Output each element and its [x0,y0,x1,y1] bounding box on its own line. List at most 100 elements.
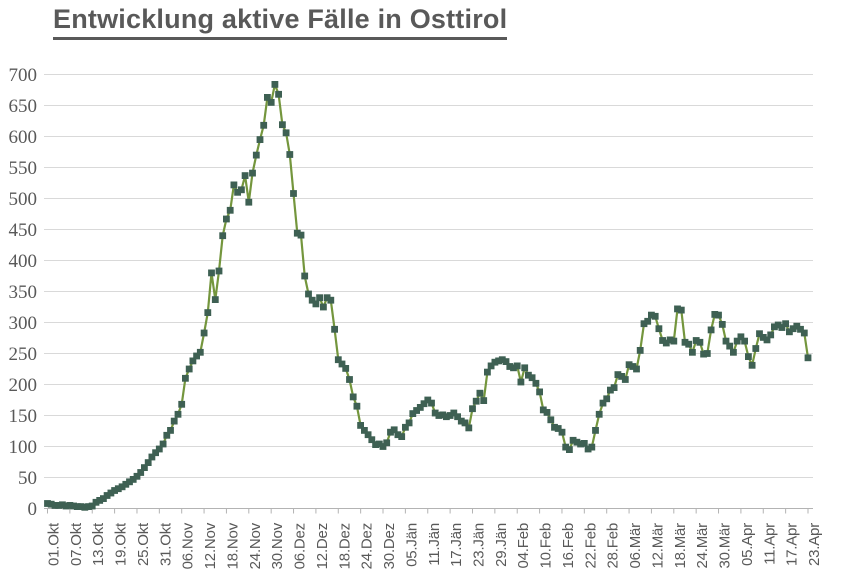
data-point-marker [562,443,570,451]
data-point-marker [267,99,275,106]
data-point-marker [241,172,249,179]
x-tick-label: 12.Nov [202,522,219,569]
data-point-marker [640,320,648,328]
x-tick-label: 06.Dez [292,523,309,569]
data-point-marker [390,426,398,434]
data-point-marker [614,371,622,378]
x-tick-label: 17.Apr [784,523,801,566]
data-point-marker [469,405,476,413]
y-axis-tick-labels: 0 50 100 150 200 250 300 350 400 450 500 550 600 650 7… [9,65,38,520]
data-point-marker [159,440,167,448]
data-point-marker [357,422,364,429]
data-point-marker [592,427,599,434]
data-point-marker [383,439,391,447]
data-point-marker [141,464,148,471]
data-point-marker [536,388,543,396]
data-point-marker [163,431,171,439]
data-point-marker [707,326,715,334]
x-tick-label: 23.Jän [470,523,487,567]
data-point-marker [745,353,752,360]
data-point-marker [234,188,241,196]
data-point-marker [722,337,730,345]
data-point-marker [521,364,529,372]
data-point-marker [577,440,584,448]
data-point-marker [174,410,182,418]
x-tick-label: 10.Feb [538,523,555,569]
data-point-marker [644,317,652,325]
data-point-marker [100,495,107,502]
y-tick-label: 300 [9,313,38,334]
data-point-marker [256,136,264,143]
data-point-marker [73,503,81,510]
data-point-marker [782,320,789,328]
data-point-marker [633,365,640,373]
data-point-marker [480,397,488,404]
data-point-marker [428,399,435,407]
data-point-marker [252,151,260,159]
data-point-marker [569,436,577,444]
x-tick-label: 13.Okt [90,522,107,566]
x-tick-label: 12.Mär [649,523,666,569]
x-tick-label: 28.Feb [605,523,622,569]
data-point-marker [204,309,212,316]
data-point-marker [342,365,350,372]
data-point-marker [547,416,555,424]
data-point-marker [711,311,719,318]
y-tick-label: 200 [9,375,38,396]
x-tick-label: 06.Mär [627,523,644,569]
data-point-marker [129,476,137,483]
data-point-marker [498,356,506,364]
data-point-marker [305,290,312,298]
data-point-marker [554,425,562,432]
data-point-marker [375,440,383,448]
data-point-marker [763,336,771,344]
data-point-marker [551,423,558,431]
data-point-marker [338,360,346,368]
data-point-marker [450,409,458,417]
x-tick-label: 11.Jän [426,523,443,566]
x-tick-label: 18.Mär [672,523,689,569]
data-point-marker [226,206,234,214]
data-point-marker [62,502,70,510]
data-point-marker [59,501,66,509]
x-tick-label: 05.Jän [403,523,420,567]
x-tick-label: 30.Mär [717,523,734,569]
data-point-marker [264,94,271,101]
x-tick-label: 12.Dez [314,523,331,569]
data-point-marker [346,376,353,383]
data-point-marker [409,410,417,417]
data-point-marker [200,329,208,337]
data-point-marker [435,412,443,419]
x-tick-label: 19.Okt [113,522,130,566]
data-point-marker [133,472,141,480]
data-point-marker [771,323,778,331]
data-point-marker [443,413,450,421]
data-point-marker [286,151,294,158]
data-point-marker [260,121,268,129]
data-point-marker [737,333,745,341]
data-point-marker [334,356,342,364]
x-tick-label: 04.Feb [515,523,532,569]
data-point-marker [107,489,115,497]
data-point-marker [394,431,402,439]
data-point-marker [558,428,566,436]
data-point-marker [510,364,517,372]
y-tick-label: 100 [9,437,38,458]
data-point-marker [513,362,521,370]
data-point-marker [741,337,748,345]
data-point-marker [495,357,502,365]
data-point-marker [476,389,484,397]
data-point-marker [461,419,469,427]
y-tick-label: 500 [9,189,38,210]
data-point-marker [301,272,309,280]
data-point-marker [193,352,200,360]
data-point-marker [424,396,432,404]
data-point-marker [308,296,316,304]
data-point-marker [92,498,100,506]
data-point-marker [573,438,581,446]
data-point-marker [733,337,741,345]
data-point-marker [405,419,413,427]
data-point-marker [595,410,603,418]
y-tick-label: 50 [18,468,37,489]
